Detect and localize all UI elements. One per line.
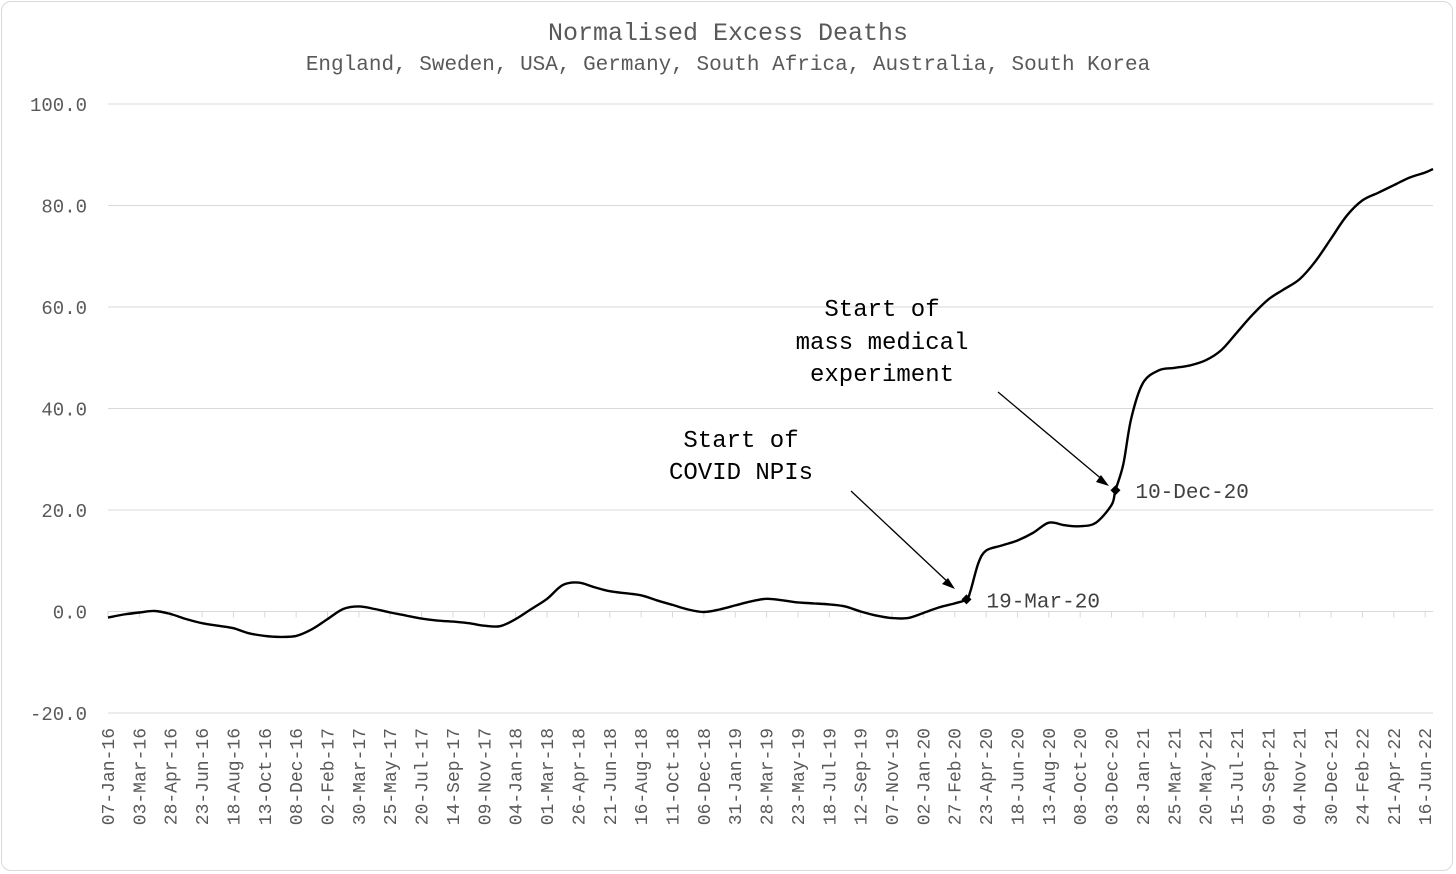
x-axis-ticks: 07-Jan-16 03-Mar-16 28-Apr-16 23-Jun-16 18-A… [100,611,1437,825]
x-tick-label: 13-Oct-16 [257,728,277,825]
x-tick-label: 28-Apr-16 [163,728,183,825]
x-tick-label: 30-Mar-17 [351,728,371,825]
x-tick-label: 30-Dec-21 [1323,728,1343,825]
y-tick-label: 60.0 [41,298,87,320]
gridlines [108,103,1433,714]
x-tick-label: 18-Aug-16 [225,728,245,825]
x-tick-label: 13-Aug-20 [1041,728,1061,825]
x-tick-label: 04-Jan-18 [508,728,528,825]
x-tick-label: 16-Jun-22 [1417,728,1437,825]
annotation-experiment-line-3: experiment [810,362,954,389]
x-tick-label: 07-Nov-19 [884,728,904,825]
y-tick-label: 100.0 [30,95,87,117]
annotation-experiment-arrowhead [1096,475,1109,486]
x-tick-label: 06-Dec-18 [696,728,716,825]
annotation-experiment-line-1: Start of [824,297,939,324]
x-tick-label: 20-Jul-17 [414,728,434,825]
data-marker [1110,485,1121,496]
x-tick-label: 24-Feb-22 [1354,728,1374,825]
annotation-experiment: Start of mass medical experiment [796,297,1109,486]
x-tick-label: 15-Jul-21 [1229,728,1249,825]
y-tick-label: 20.0 [41,501,87,523]
x-tick-label: 28-Jan-21 [1135,728,1155,825]
annotation-npis-line-2: COVID NPIs [669,460,813,487]
y-tick-label: 40.0 [41,400,87,422]
chart-title: Normalised Excess Deaths [548,19,908,48]
x-tick-label: 27-Feb-20 [947,728,967,825]
series-line [107,167,1434,639]
x-tick-label: 18-Jun-20 [1009,728,1029,825]
x-tick-label: 14-Sep-17 [445,728,465,825]
x-tick-label: 18-Jul-19 [821,728,841,825]
x-tick-label: 03-Dec-20 [1104,728,1124,825]
x-tick-label: 31-Jan-19 [727,728,747,825]
data-marker [961,594,972,605]
x-tick-label: 09-Nov-17 [476,728,496,825]
annotation-npis: Start of COVID NPIs [669,428,955,589]
x-tick-label: 25-May-17 [382,728,402,825]
x-tick-label: 20-May-21 [1198,728,1218,825]
annotation-experiment-arrow [997,391,1105,482]
x-tick-label: 25-Mar-21 [1166,728,1186,825]
annotation-experiment-line-2: mass medical [796,330,969,357]
x-tick-label: 09-Sep-21 [1260,728,1280,825]
x-tick-label: 16-Aug-18 [633,728,653,825]
x-tick-label: 03-Mar-16 [131,728,151,825]
x-tick-label: 28-Mar-19 [759,728,779,825]
y-tick-label: -20.0 [30,704,87,726]
x-tick-label: 26-Apr-18 [570,728,590,825]
series-layer [107,167,1434,639]
x-tick-label: 11-Oct-18 [664,728,684,825]
x-tick-label: 23-May-19 [790,728,810,825]
x-tick-label: 08-Oct-20 [1072,728,1092,825]
y-tick-label: 80.0 [41,197,87,219]
chart-subtitle: England, Sweden, USA, Germany, South Afr… [306,54,1150,77]
x-tick-label: 04-Nov-21 [1292,728,1312,825]
x-tick-label: 02-Feb-17 [320,728,340,825]
x-tick-label: 08-Dec-16 [288,728,308,825]
annotation-npis-arrowhead [942,578,955,589]
x-tick-label: 07-Jan-16 [100,728,120,825]
marker-layer: 19-Mar-20 10-Dec-20 [961,482,1249,614]
x-tick-label: 23-Jun-16 [194,728,214,825]
x-tick-label: 02-Jan-20 [915,728,935,825]
x-tick-label: 23-Apr-20 [978,728,998,825]
data-label: 10-Dec-20 [1135,482,1248,505]
x-tick-label: 12-Sep-19 [853,728,873,825]
y-tick-label: 0.0 [53,603,87,625]
annotation-npis-arrow [850,490,951,585]
data-label: 19-Mar-20 [987,591,1100,614]
y-axis-ticks: -20.0 0.0 20.0 40.0 60.0 80.0 100.0 [30,95,87,726]
annotation-npis-line-1: Start of [683,428,798,455]
x-tick-label: 21-Jun-18 [602,728,622,825]
x-tick-label: 21-Apr-22 [1386,728,1406,825]
x-tick-label: 01-Mar-18 [539,728,559,825]
